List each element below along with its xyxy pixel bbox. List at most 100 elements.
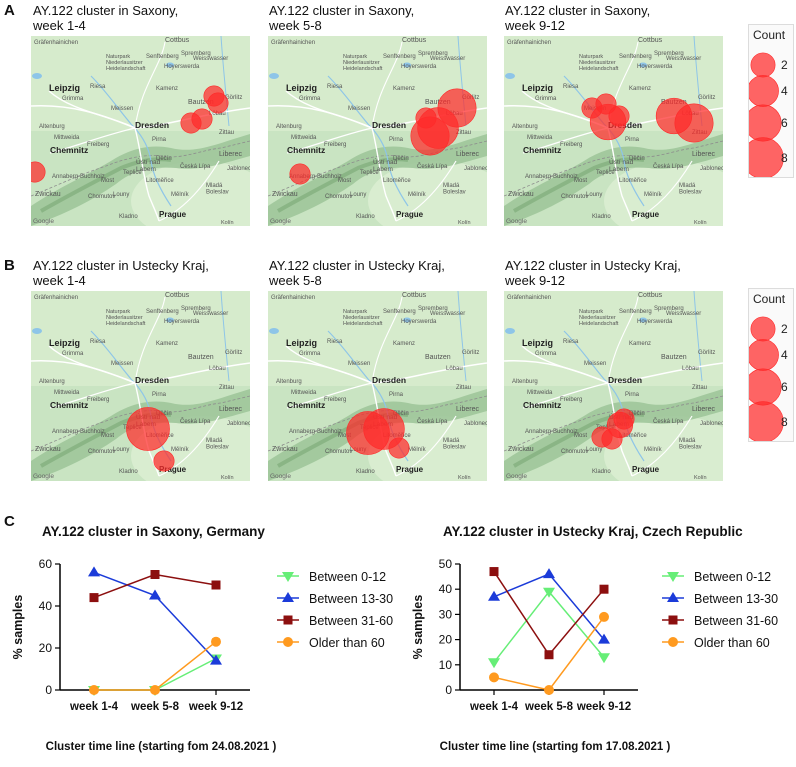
- cluster-bubble: [415, 107, 437, 129]
- town-label-spremberg: Spremberg: [418, 51, 448, 57]
- google-watermark: Google: [270, 473, 291, 480]
- data-point: [489, 672, 499, 683]
- town-label-chemnitz: Chemnitz: [523, 145, 561, 155]
- town-label-chomutov: Chomutov: [88, 449, 115, 455]
- data-point: [150, 685, 160, 695]
- town-label-teplice: Teplice: [360, 170, 379, 176]
- river-elbe: [90, 75, 172, 207]
- y-tick-label: 50: [439, 557, 453, 571]
- town-label-pirna: Pirna: [625, 137, 640, 143]
- town-label-gorlitz: Görlitz: [225, 350, 242, 356]
- highway-d10: [395, 160, 457, 222]
- x-axis-label: Cluster time line (starting fom 24.08.20…: [46, 741, 277, 753]
- town-label-cottbus: Cottbus: [165, 292, 190, 299]
- cluster-bubble: [289, 163, 311, 185]
- town-label-decin: Děčín: [393, 156, 409, 162]
- town-label-kamenz: Kamenz: [393, 86, 415, 92]
- highway-a4-west: [522, 382, 609, 409]
- legend-label: 6: [781, 380, 788, 394]
- town-label-weisswasser: Weisswasser: [430, 311, 465, 317]
- legend-bubble: [747, 339, 779, 371]
- town-label-mittweida: Mittweida: [527, 390, 553, 396]
- town-label-kamenz: Kamenz: [156, 86, 178, 92]
- town-label-altenburg: Altenburg: [276, 124, 302, 130]
- highway-d10: [158, 160, 220, 222]
- town-label-altenburg: Altenburg: [39, 124, 65, 130]
- legend-entry: Between 0-12: [694, 570, 771, 584]
- town-label-cottbus: Cottbus: [402, 292, 427, 299]
- cluster-bubble: [126, 407, 170, 451]
- lake: [639, 62, 647, 68]
- highway-a14: [285, 345, 373, 384]
- town-label-decin: Děčín: [156, 156, 172, 162]
- town-label-louny: Louny: [586, 192, 602, 198]
- town-label-naturpark: Naturpark Niederlausitzer Heidelandschaft: [343, 54, 383, 72]
- town-label-prague: Prague: [396, 210, 424, 219]
- town-label-mlada: Mladá Boleslav: [206, 183, 229, 196]
- river-elbe: [563, 75, 645, 207]
- lake: [403, 62, 411, 68]
- town-label-chemnitz: Chemnitz: [287, 145, 325, 155]
- legend-entry: Older than 60: [309, 636, 385, 650]
- town-label-melnik: Mělník: [644, 447, 663, 453]
- data-point: [599, 611, 609, 622]
- data-point: [283, 615, 293, 625]
- town-label-decin: Děčín: [629, 411, 645, 417]
- map-lowland-bohemia: [604, 161, 723, 226]
- town-label-litomerice: Litoměřice: [146, 178, 174, 184]
- town-label-liberec: Liberec: [456, 406, 479, 413]
- river-neisse: [220, 36, 230, 127]
- town-label-lobau: Löbau: [209, 366, 226, 372]
- town-label-mlada: Mladá Boleslav: [679, 183, 702, 196]
- y-tick-label: 40: [439, 582, 453, 596]
- lake: [166, 62, 174, 68]
- town-label-zittau: Zittau: [456, 130, 471, 136]
- highway-d8: [134, 127, 160, 222]
- town-label-naturpark: Naturpark Niederlausitzer Heidelandschaft: [579, 54, 619, 72]
- town-label-ceska_lipa: Česká Lípa: [653, 418, 684, 425]
- highway-a14: [521, 345, 609, 384]
- town-label-altenburg: Altenburg: [512, 124, 538, 130]
- series-line: [93, 571, 217, 662]
- legend-bubble: [747, 75, 779, 107]
- town-label-hoyerswerda: Hoyerswerda: [164, 319, 200, 325]
- town-label-pirna: Pirna: [625, 392, 640, 398]
- town-label-most: Most: [338, 178, 351, 184]
- data-point: [668, 637, 678, 647]
- y-tick-label: 20: [439, 633, 453, 647]
- mountain-ridge: [268, 134, 487, 226]
- town-label-louny: Louny: [113, 192, 129, 198]
- map-svg: Leipzig Dresden Chemnitz Prague Zwickau Liber…: [31, 291, 250, 481]
- lake: [505, 328, 515, 334]
- town-label-louny: Louny: [113, 447, 129, 453]
- town-label-annaberg: Annaberg-Buchholz: [525, 429, 578, 435]
- town-label-grafenhainichen: Gräfenhainichen: [271, 295, 315, 301]
- highway-a4-west: [286, 127, 373, 154]
- legend-label: 8: [781, 151, 788, 165]
- town-label-teplice: Teplice: [123, 170, 142, 176]
- town-label-mlada: Mladá Boleslav: [679, 438, 702, 451]
- highway-a14: [48, 90, 136, 129]
- town-label-grafenhainichen: Gräfenhainichen: [271, 40, 315, 46]
- town-label-dresden: Dresden: [135, 375, 169, 385]
- town-label-zwickau: Zwickau: [272, 446, 298, 453]
- town-label-ceska_lipa: Česká Lípa: [417, 163, 448, 170]
- town-label-freiberg: Freiberg: [87, 397, 109, 403]
- chart-saxony: 0 20 40 60 week 1-4 week 5-8 week 9-12 % sample…: [0, 548, 398, 767]
- town-label-grimma: Grimma: [535, 351, 557, 357]
- town-label-altenburg: Altenburg: [512, 379, 538, 385]
- map-lowland-bohemia: [604, 416, 723, 481]
- town-label-melnik: Mělník: [644, 192, 663, 198]
- town-label-melnik: Mělník: [171, 447, 190, 453]
- town-label-kolin: Kolín: [458, 220, 471, 226]
- town-label-grimma: Grimma: [62, 351, 84, 357]
- town-label-jesenik: Jablonec: [464, 166, 487, 172]
- legend-title: Count: [753, 28, 786, 42]
- town-label-prague: Prague: [632, 210, 660, 219]
- town-label-weisswasser: Weisswasser: [666, 311, 701, 317]
- data-point: [599, 584, 609, 594]
- town-label-naturpark: Naturpark Niederlausitzer Heidelandschaft: [106, 54, 146, 72]
- data-point: [89, 685, 99, 695]
- town-label-leipzig: Leipzig: [49, 83, 80, 93]
